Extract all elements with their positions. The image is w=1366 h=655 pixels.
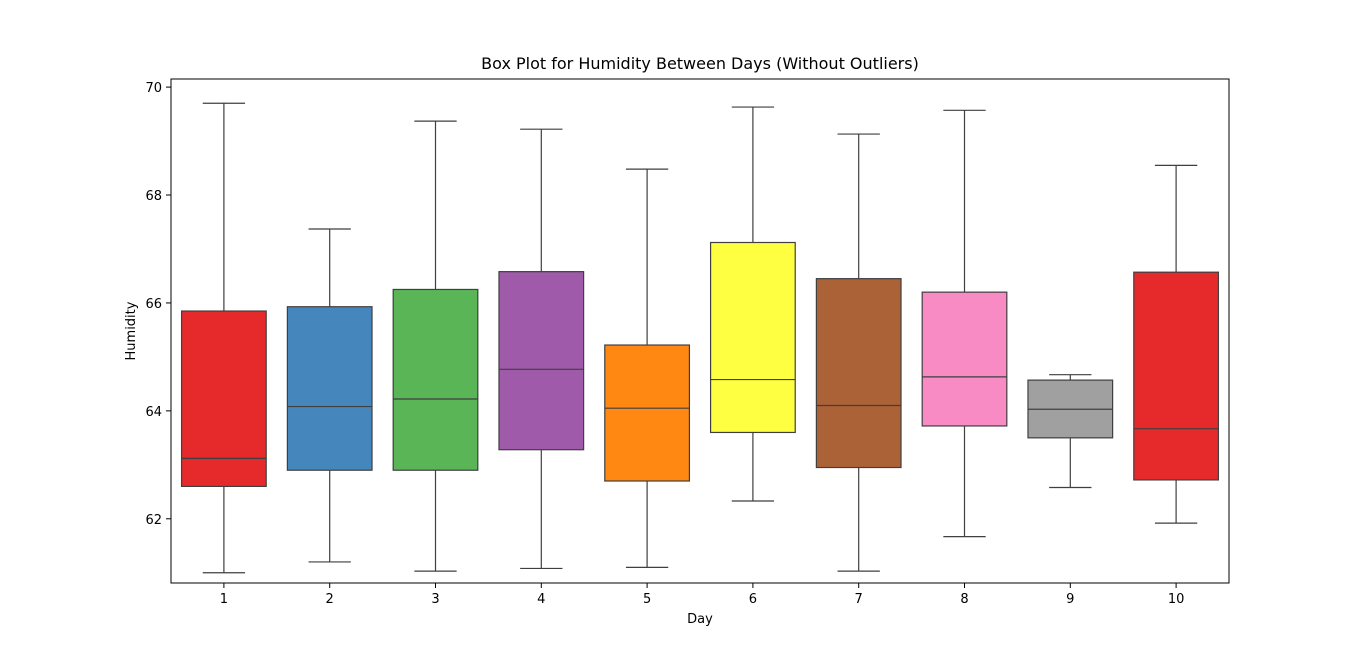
box-group-day-3 (392, 120, 479, 572)
box-iqr (392, 288, 479, 471)
box-group-day-5 (604, 168, 691, 568)
plot-frame (170, 78, 1230, 584)
x-tick-label: 9 (1066, 592, 1074, 607)
box-iqr (921, 291, 1008, 427)
box-iqr (1133, 271, 1220, 481)
box-group-day-1 (180, 102, 267, 574)
box-group-day-6 (709, 106, 796, 502)
y-tick-label: 62 (145, 513, 162, 528)
y-axis: 62 64 66 68 70 (145, 81, 171, 528)
y-tick-label: 70 (145, 81, 162, 96)
box-iqr (180, 310, 267, 488)
x-tick-label: 2 (326, 592, 334, 607)
x-tick-label: 5 (643, 592, 651, 607)
box-group-day-10 (1133, 164, 1220, 524)
box-group-day-2 (286, 228, 373, 563)
plot-area (180, 102, 1220, 574)
box-iqr (498, 271, 585, 451)
y-tick-label: 68 (145, 189, 162, 204)
x-tick-label: 10 (1168, 592, 1185, 607)
x-axis: 1 2 3 4 5 6 7 8 9 10 (220, 583, 1185, 607)
box-group-day-7 (815, 133, 902, 572)
box-group-day-9 (1027, 374, 1114, 489)
box-iqr (815, 278, 902, 469)
box-group-day-4 (498, 128, 585, 570)
x-axis-label: Day (687, 612, 713, 627)
x-tick-label: 3 (431, 592, 439, 607)
y-axis-label: Humidity (124, 301, 139, 360)
x-tick-label: 4 (537, 592, 545, 607)
chart-title: Box Plot for Humidity Between Days (With… (481, 54, 919, 73)
box-iqr (286, 306, 373, 471)
box-iqr (604, 344, 691, 482)
y-tick-label: 66 (145, 297, 162, 312)
y-tick-label: 64 (145, 405, 162, 420)
x-tick-label: 1 (220, 592, 228, 607)
box-group-day-8 (921, 109, 1008, 538)
x-tick-label: 7 (855, 592, 863, 607)
box-iqr (709, 241, 796, 434)
x-tick-label: 8 (960, 592, 968, 607)
x-tick-label: 6 (749, 592, 757, 607)
